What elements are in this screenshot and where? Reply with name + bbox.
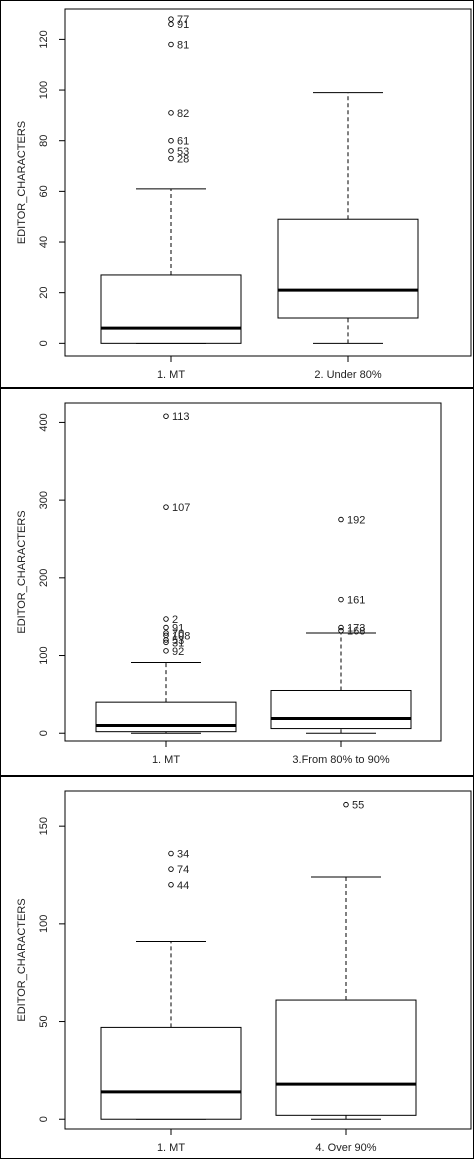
y-axis-label: EDITOR_CHARACTERS (16, 898, 28, 1021)
iqr-box (277, 218, 419, 319)
outlier-label: 168 (347, 626, 365, 638)
y-tick-label: 100 (38, 646, 50, 664)
x-tick-label: 1. MT (152, 754, 180, 766)
y-tick-label: 0 (38, 340, 50, 346)
x-tick-label: 1. MT (157, 369, 185, 381)
outlier-label: 28 (177, 153, 189, 165)
outlier-label: 161 (347, 595, 365, 607)
outlier-label: 70 (172, 628, 184, 640)
outlier-label: 107 (172, 502, 190, 514)
y-tick-label: 40 (38, 236, 50, 248)
outlier-point (168, 866, 174, 872)
outlier-label: 91 (172, 623, 184, 635)
y-axis-label: EDITOR_CHARACTERS (16, 510, 28, 633)
y-tick-label: 200 (38, 569, 50, 587)
outlier-point (163, 624, 169, 631)
boxplot-panel-under-80: 0 20 40 60 80 100 120 EDITOR_CHARACTERS 1. MT 77 9… (0, 0, 474, 388)
outlier-label: 173 (347, 623, 365, 635)
outlier-point (168, 148, 174, 154)
outlier-label: 74 (177, 864, 189, 876)
boxplot-chart: 0 20 40 60 80 100 120 EDITOR_CHARACTERS 1. MT 779… (16, 8, 472, 381)
outlier-label: 34 (177, 849, 189, 861)
y-tick-label: 0 (38, 730, 50, 736)
y-tick-label: 80 (38, 135, 50, 147)
y-tick-label: 0 (38, 1116, 50, 1122)
outlier-label: 91 (177, 19, 189, 31)
outlier-label: 53 (172, 635, 184, 647)
y-tick-label: 120 (38, 30, 50, 48)
outlier-point (168, 850, 174, 857)
outlier-label: 113 (172, 411, 190, 423)
boxplot-chart: 0 50 100 150 EDITOR_CHARACTERS 1. MT 34 74 44 4. … (16, 790, 472, 1154)
outlier-point (168, 110, 174, 116)
plot-frame (64, 402, 442, 742)
outlier-point (168, 41, 174, 48)
outlier-point (168, 16, 174, 22)
boxplot-panel-over-90: 0 50 100 150 EDITOR_CHARACTERS 1. MT 34 74 44 4. … (0, 776, 474, 1159)
iqr-box (100, 274, 242, 344)
outlier-point (168, 137, 174, 144)
iqr-box (95, 701, 237, 733)
outlier-label: 81 (177, 39, 189, 51)
x-tick-label: 2. Under 80% (314, 369, 381, 381)
outlier-point (163, 637, 169, 643)
y-tick-label: 50 (38, 1015, 50, 1027)
outlier-label: 31 (172, 637, 184, 649)
outlier-point (163, 616, 169, 622)
outlier-point (343, 801, 349, 808)
outlier-point (168, 882, 174, 888)
outlier-label: 55 (352, 800, 364, 812)
plot-frame (64, 8, 472, 357)
outlier-point (338, 624, 344, 631)
outlier-label: 2 (172, 614, 178, 626)
outlier-label: 44 (177, 880, 189, 892)
outlier-point (338, 596, 344, 603)
outlier-point (338, 516, 344, 523)
outlier-label: 61 (177, 136, 189, 148)
outlier-point (338, 627, 344, 634)
outlier-point (168, 155, 174, 162)
outlier-label: 53 (177, 146, 189, 158)
outlier-point (163, 648, 169, 654)
outlier-label: 192 (347, 515, 365, 527)
outlier-label: 82 (177, 108, 189, 120)
outlier-point (163, 413, 169, 419)
boxplot-chart: 0 100 200 300 400 EDITOR_CHARACTERS 1. MT 113 10… (16, 402, 442, 766)
y-tick-label: 100 (38, 915, 50, 933)
y-tick-label: 100 (38, 81, 50, 99)
iqr-box (100, 1026, 242, 1120)
x-tick-label: 4. Over 90% (315, 1142, 376, 1154)
y-tick-label: 300 (38, 491, 50, 509)
outlier-point (163, 630, 169, 636)
outlier-point (163, 639, 169, 646)
boxplot-panel-80-to-90: 0 100 200 300 400 EDITOR_CHARACTERS 1. MT 113 10… (0, 388, 474, 776)
x-tick-label: 3.From 80% to 90% (292, 754, 389, 766)
y-tick-label: 150 (38, 817, 50, 835)
y-axis-label: EDITOR_CHARACTERS (16, 121, 28, 244)
outlier-point (163, 504, 169, 510)
outlier-label: 108 (172, 630, 190, 642)
y-tick-label: 60 (38, 185, 50, 197)
x-tick-label: 1. MT (157, 1142, 185, 1154)
outlier-label: 77 (177, 14, 189, 26)
iqr-box (275, 999, 417, 1116)
y-tick-label: 20 (38, 287, 50, 299)
iqr-box (270, 689, 412, 730)
plot-frame (64, 790, 472, 1130)
outlier-point (168, 21, 174, 27)
outlier-label: 92 (172, 646, 184, 658)
y-tick-label: 400 (38, 413, 50, 431)
